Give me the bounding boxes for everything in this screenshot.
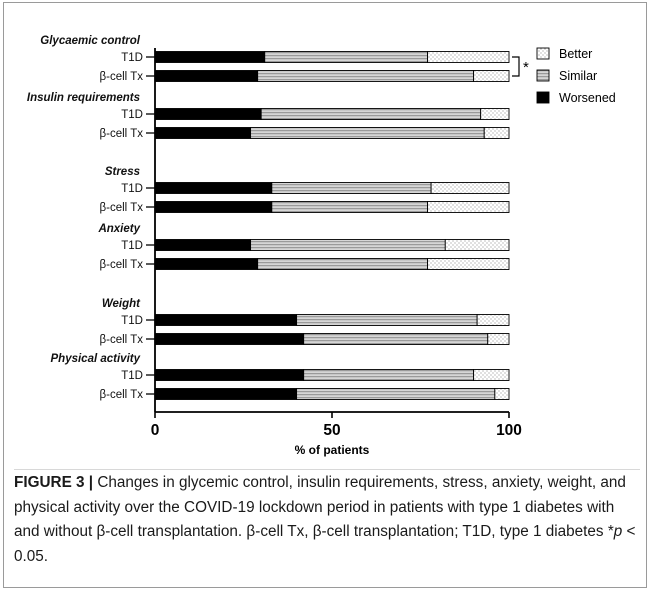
bar-segment-similar [296, 314, 478, 326]
x-axis-label: % of patients [295, 443, 370, 457]
bar-segment-worsened [154, 239, 252, 251]
stacked-bar-chart: Glycaemic control T1D β-cell Tx Insulin req… [27, 35, 616, 457]
bar-segment-similar [303, 369, 475, 381]
group-title: Physical activity [51, 353, 141, 365]
row-label: β-cell Tx [100, 202, 144, 214]
figure-frame [3, 2, 647, 588]
row-label: T1D [121, 370, 143, 382]
x-tick-label: 50 [323, 422, 340, 439]
bar-segment-worsened [154, 314, 298, 326]
bar-segment-worsened [154, 127, 252, 139]
bar-segment-worsened [154, 258, 259, 270]
bar-segment-worsened [154, 182, 273, 194]
bar-segment-similar [260, 108, 482, 120]
bar-segment-better [444, 239, 510, 251]
bar-segment-worsened [154, 51, 266, 63]
significance-bracket [512, 56, 520, 77]
x-tick-label: 0 [151, 422, 160, 439]
row-label: T1D [121, 109, 143, 121]
bar-segment-similar [271, 201, 429, 213]
bar-segment-better [480, 108, 510, 120]
group-title: Weight [102, 298, 141, 310]
row-label: T1D [121, 315, 143, 327]
caption-label: FIGURE 3 | [14, 474, 94, 491]
caption-p-suffix: < 0.05. [14, 523, 636, 565]
significance-star: * [523, 59, 529, 76]
row-label: T1D [121, 183, 143, 195]
caption-p-symbol: p [613, 523, 623, 540]
caption-separator [14, 469, 640, 470]
bar-segment-similar [271, 182, 432, 194]
bar-segment-worsened [154, 369, 305, 381]
bar-segment-similar [257, 258, 429, 270]
bar-segment-similar [296, 388, 496, 400]
figure-caption: FIGURE 3 | Changes in glycemic control, … [14, 471, 639, 569]
bar-segment-similar [303, 333, 489, 345]
bar-segment-better [473, 70, 510, 82]
bar-segment-worsened [154, 201, 273, 213]
row-label: β-cell Tx [100, 389, 144, 401]
bar-segment-similar [250, 239, 446, 251]
bar-segment-better [427, 51, 510, 63]
bar-segment-similar [250, 127, 485, 139]
group-title: Anxiety [97, 223, 140, 235]
bar-segment-similar [264, 51, 429, 63]
row-label: β-cell Tx [100, 334, 144, 346]
bar-segment-worsened [154, 388, 298, 400]
bar-segment-worsened [154, 70, 259, 82]
legend-swatch-better [536, 47, 550, 60]
legend-label: Worsened [559, 91, 616, 105]
bar-segment-better [427, 201, 510, 213]
row-label: T1D [121, 240, 143, 252]
group-title: Insulin requirements [27, 92, 140, 104]
row-label: β-cell Tx [100, 128, 144, 140]
bar-segment-better [483, 127, 510, 139]
legend-label: Similar [559, 69, 597, 83]
row-label: β-cell Tx [100, 71, 144, 83]
legend-swatch-worsened [536, 91, 550, 104]
bar-segment-better [494, 388, 510, 400]
bar-segment-better [476, 314, 510, 326]
bar-segment-worsened [154, 333, 305, 345]
group-title: Glycaemic control [40, 35, 141, 47]
bar-segment-better [427, 258, 510, 270]
bar-segment-worsened [154, 108, 262, 120]
caption-text: Changes in glycemic control, insulin req… [14, 474, 626, 540]
row-label: T1D [121, 52, 143, 64]
bar-segment-similar [257, 70, 475, 82]
x-tick-label: 100 [496, 422, 522, 439]
legend-label: Better [559, 47, 592, 61]
bar-segment-better [430, 182, 510, 194]
row-label: β-cell Tx [100, 259, 144, 271]
bar-segment-better [473, 369, 510, 381]
bar-segment-better [487, 333, 510, 345]
legend-swatch-similar [536, 69, 550, 82]
group-title: Stress [105, 166, 140, 178]
